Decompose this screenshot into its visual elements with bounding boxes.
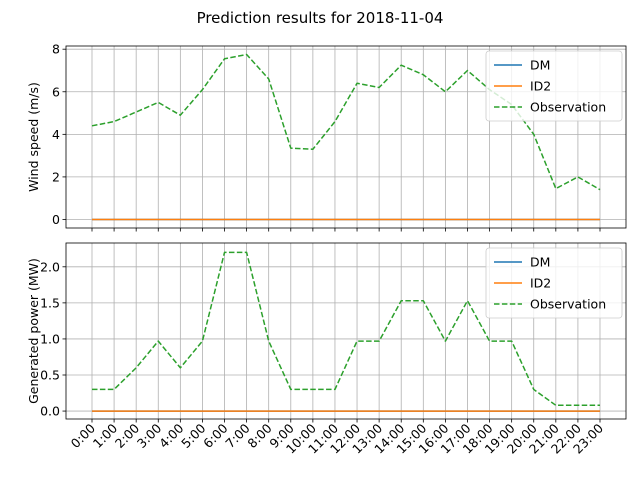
y-tick-label: 4 bbox=[52, 127, 60, 142]
legend-label-observation: Observation bbox=[530, 100, 606, 115]
legend-label-observation: Observation bbox=[530, 297, 606, 312]
y-tick-label: 1.5 bbox=[40, 295, 60, 310]
y-tick-label: 0 bbox=[52, 212, 60, 227]
y-tick-label: 2 bbox=[52, 169, 60, 184]
legend-label-id2: ID2 bbox=[530, 276, 551, 291]
wind-speed-panel: 0 2 4 6 8 Wind speed (m/s) DM ID2 Observation bbox=[26, 42, 627, 232]
legend-label-dm: DM bbox=[530, 58, 550, 73]
legend-box bbox=[485, 50, 623, 122]
legend: DM ID2 Observation bbox=[485, 50, 623, 122]
legend: DM ID2 Observation bbox=[485, 247, 623, 319]
series-line-observation bbox=[92, 251, 600, 407]
figure-title: Prediction results for 2018-11-04 bbox=[197, 9, 444, 27]
y-tick-label: 0.5 bbox=[40, 368, 60, 383]
y-tick-label: 1.0 bbox=[40, 331, 60, 346]
y-tick-label: 2.0 bbox=[40, 259, 60, 274]
y-axis-label: Wind speed (m/s) bbox=[26, 82, 41, 192]
axes-frame bbox=[65, 45, 627, 229]
y-tick-label: 0.0 bbox=[40, 404, 60, 419]
generated-power-panel: 0.00.51.01.52.00:001:002:003:004:005:006… bbox=[26, 242, 627, 457]
y-tick-label: 8 bbox=[52, 42, 60, 57]
axes-frame bbox=[65, 242, 627, 420]
legend-label-dm: DM bbox=[530, 255, 550, 270]
y-axis-label: Generated power (MW) bbox=[26, 258, 41, 404]
y-tick-label: 6 bbox=[52, 84, 60, 99]
legend-box bbox=[485, 247, 623, 319]
legend-label-id2: ID2 bbox=[530, 79, 551, 94]
